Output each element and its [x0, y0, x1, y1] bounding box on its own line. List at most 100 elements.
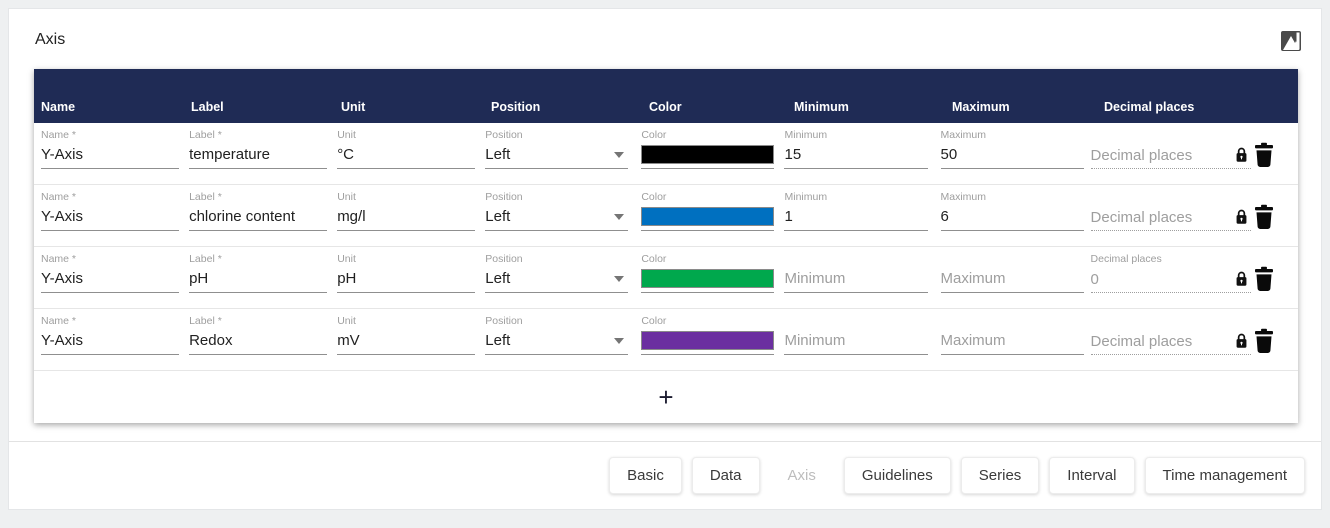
col-header-decimal-places: Decimal places — [1104, 100, 1195, 114]
name-input[interactable] — [41, 206, 180, 231]
delete-row-button[interactable] — [1251, 328, 1277, 356]
color-picker[interactable] — [641, 330, 775, 355]
color-field: Color — [641, 129, 775, 169]
color-picker[interactable] — [641, 206, 775, 231]
unit-input[interactable] — [337, 330, 476, 355]
axis-row: Name * Label * Unit Position Left Color Minimu… — [34, 123, 1298, 185]
col-header-unit: Unit — [341, 100, 366, 114]
minimum-field — [784, 253, 928, 293]
field-label: Decimal places — [1090, 253, 1162, 265]
lock-icon — [1236, 147, 1247, 162]
minimum-input[interactable] — [784, 144, 928, 169]
field-label: Name * — [41, 253, 77, 265]
chevron-down-icon — [614, 213, 625, 220]
maximum-input[interactable] — [940, 206, 1084, 231]
trash-icon — [1255, 204, 1274, 230]
tab-guidelines[interactable]: Guidelines — [843, 457, 951, 494]
tab-data[interactable]: Data — [691, 457, 760, 494]
field-label: Color — [641, 253, 667, 265]
delete-row-button[interactable] — [1251, 204, 1277, 232]
minimum-input[interactable] — [784, 330, 928, 355]
unit-input[interactable] — [337, 268, 476, 293]
position-select[interactable]: Left — [485, 206, 629, 231]
color-picker[interactable] — [641, 268, 775, 293]
col-header-maximum: Maximum — [952, 100, 1010, 114]
decimal-places-field — [1090, 191, 1252, 231]
field-label — [784, 253, 927, 268]
chart-image-icon[interactable] — [1279, 29, 1303, 53]
maximum-field — [940, 253, 1084, 293]
maximum-field: Maximum — [940, 129, 1084, 169]
decimal-places-field: Decimal places — [1090, 253, 1252, 293]
field-label: Unit — [337, 315, 356, 327]
maximum-input[interactable] — [940, 268, 1084, 293]
chevron-down-icon — [614, 337, 625, 344]
position-select[interactable]: Left — [485, 144, 629, 169]
field-label: Name * — [41, 191, 77, 203]
label-input[interactable] — [189, 268, 328, 293]
field-label: Label * — [189, 191, 222, 203]
minimum-input[interactable] — [784, 206, 928, 231]
col-header-position: Position — [491, 100, 541, 114]
minimum-field — [784, 315, 928, 355]
field-label: Position — [485, 191, 523, 203]
field-label: Color — [641, 315, 667, 327]
unit-input[interactable] — [337, 206, 476, 231]
field-label: Name * — [41, 129, 77, 141]
add-axis-button[interactable]: + — [644, 380, 687, 414]
unit-input[interactable] — [337, 144, 476, 169]
label-field: Label * — [189, 129, 328, 169]
col-header-name: Name — [41, 100, 76, 114]
trash-icon — [1255, 328, 1274, 353]
maximum-field — [940, 315, 1084, 355]
maximum-input[interactable] — [940, 144, 1084, 169]
field-label — [784, 315, 927, 330]
delete-row-button[interactable] — [1251, 266, 1277, 294]
position-select[interactable]: Left — [485, 330, 629, 355]
position-value: Left — [485, 332, 511, 349]
tab-axis: Axis — [770, 457, 834, 494]
tab-series[interactable]: Series — [960, 457, 1040, 494]
unit-field: Unit — [337, 315, 476, 355]
trash-icon — [1255, 266, 1274, 291]
trash-icon — [1255, 142, 1274, 168]
decimal-places-wrap — [1090, 330, 1252, 355]
name-input[interactable] — [41, 144, 180, 169]
position-select[interactable]: Left — [485, 268, 629, 293]
label-input[interactable] — [189, 144, 328, 169]
page-title: Axis — [35, 31, 66, 48]
decimal-places-field — [1090, 315, 1252, 355]
decimal-places-input — [1090, 146, 1211, 164]
maximum-input[interactable] — [940, 330, 1084, 355]
name-input[interactable] — [41, 330, 180, 355]
position-value: Left — [485, 146, 511, 163]
name-field: Name * — [41, 315, 180, 355]
position-field: Position Left — [485, 191, 629, 231]
field-label: Unit — [337, 129, 356, 141]
decimal-places-field — [1090, 129, 1252, 169]
label-field: Label * — [189, 253, 328, 293]
position-field: Position Left — [485, 253, 629, 293]
name-input[interactable] — [41, 268, 180, 293]
unit-field: Unit — [337, 191, 476, 231]
col-header-minimum: Minimum — [794, 100, 849, 114]
decimal-places-wrap — [1090, 206, 1252, 231]
field-label: Label * — [189, 129, 222, 141]
label-field: Label * — [189, 315, 328, 355]
tab-interval[interactable]: Interval — [1049, 457, 1135, 494]
color-picker[interactable] — [641, 144, 775, 169]
tab-basic[interactable]: Basic — [609, 457, 682, 494]
axis-row: Name * Label * Unit Position Left Color — [34, 309, 1298, 371]
label-input[interactable] — [189, 206, 328, 231]
color-field: Color — [641, 253, 775, 293]
tab-time-management[interactable]: Time management — [1144, 457, 1305, 494]
minimum-input[interactable] — [784, 268, 928, 293]
lock-icon — [1236, 333, 1247, 348]
position-field: Position Left — [485, 315, 629, 355]
table-body: Name * Label * Unit Position Left Color Minimu… — [34, 123, 1298, 371]
delete-row-button[interactable] — [1251, 142, 1277, 170]
chevron-down-icon — [614, 151, 625, 158]
decimal-places-input — [1090, 270, 1211, 288]
minimum-field: Minimum — [784, 191, 928, 231]
label-input[interactable] — [189, 330, 328, 355]
